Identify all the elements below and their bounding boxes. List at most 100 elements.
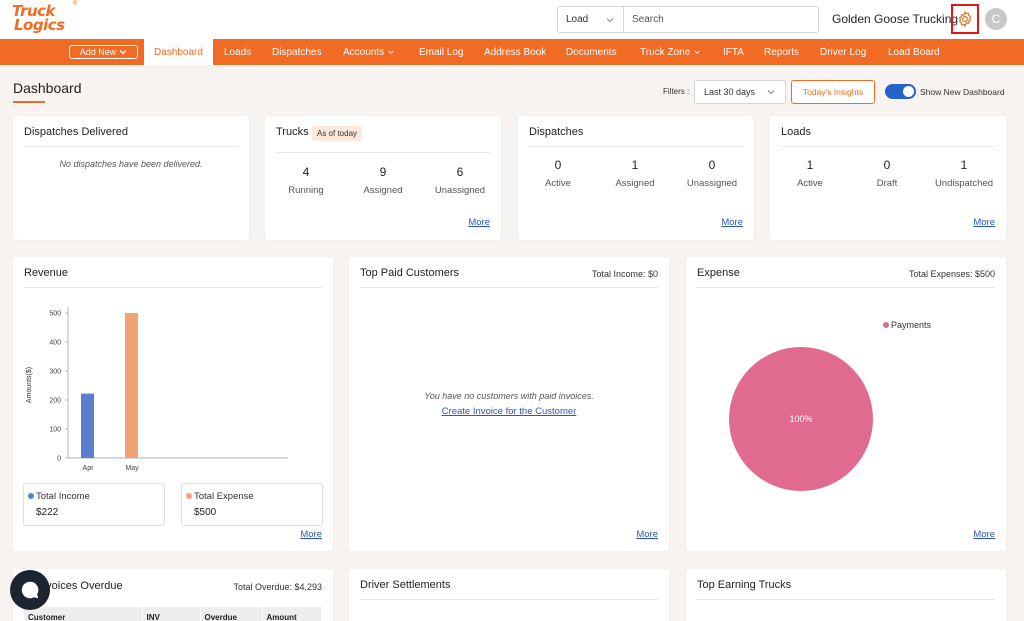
- divider: [360, 599, 658, 600]
- legend-label: Total Expense: [194, 491, 254, 502]
- total-expense-legend: Total Expense $500: [181, 483, 323, 526]
- divider: [24, 287, 322, 288]
- nav-loads[interactable]: Loads: [224, 46, 252, 58]
- top-paid-customers-card: Top Paid Customers Total Income: $0 You …: [349, 257, 669, 551]
- divider: [360, 287, 658, 288]
- stat-active[interactable]: 1 Active: [770, 158, 850, 189]
- card-title: Dispatches: [529, 126, 584, 138]
- add-new-button[interactable]: Add New: [69, 45, 138, 59]
- stat-label: Assigned: [363, 185, 403, 196]
- stat-number: 0: [554, 158, 562, 172]
- nav-reports[interactable]: Reports: [764, 46, 800, 58]
- nav-documents[interactable]: Documents: [566, 46, 617, 58]
- column-header[interactable]: Overdue: [200, 607, 263, 621]
- column-header[interactable]: Amount: [262, 607, 322, 621]
- gear-icon: [959, 11, 971, 27]
- stat-number: 6: [456, 165, 464, 179]
- card-title: Revenue: [24, 267, 69, 279]
- main-nav: Add New Dashboard Loads Dispatches Accou…: [0, 39, 1024, 65]
- search-type-select[interactable]: Load: [558, 7, 624, 32]
- nav-email-log[interactable]: Email Log: [419, 46, 464, 58]
- stat-unassigned[interactable]: 0 Unassigned: [672, 158, 752, 189]
- stat-undispatched[interactable]: 1 Undispatched: [924, 158, 1004, 189]
- stat-label: Draft: [876, 178, 898, 189]
- stat-number: 1: [960, 158, 968, 172]
- create-invoice-link[interactable]: Create Invoice for the Customer: [441, 406, 577, 417]
- nav-dashboard[interactable]: Dashboard: [144, 39, 213, 65]
- stat-running[interactable]: 4 Running: [266, 165, 346, 196]
- card-title: Trucks: [276, 126, 309, 138]
- settings-button[interactable]: [951, 4, 979, 34]
- nav-address-book[interactable]: Address Book: [484, 46, 547, 58]
- chat-bubble-icon: [21, 581, 39, 599]
- legend-name-row: Total Income: [28, 491, 90, 502]
- bar-total-expense-may: [125, 313, 138, 458]
- stat-draft[interactable]: 0 Draft: [847, 158, 927, 189]
- more-link[interactable]: More: [468, 217, 490, 228]
- chevron-down-icon: [767, 90, 775, 95]
- avatar[interactable]: C: [985, 8, 1007, 30]
- stat-assigned[interactable]: 9 Assigned: [343, 165, 423, 196]
- card-title: Dispatches Delivered: [24, 126, 128, 138]
- trucks-card: Trucks As of today 4 Running 9 Assigned 6 U…: [265, 116, 501, 240]
- total-income-legend: Total Income $222: [23, 483, 165, 526]
- more-link[interactable]: More: [300, 529, 322, 540]
- column-header[interactable]: Customer: [24, 607, 143, 621]
- column-header[interactable]: INV: [142, 607, 201, 621]
- stat-active[interactable]: 0 Active: [518, 158, 598, 189]
- more-link[interactable]: More: [636, 529, 658, 540]
- stat-label: Unassigned: [686, 178, 738, 189]
- more-link[interactable]: More: [973, 529, 995, 540]
- chevron-down-icon: [119, 49, 127, 55]
- truck-logics-logo[interactable]: Truck Logics: [12, 4, 78, 34]
- empty-message: No dispatches have been delivered.: [59, 159, 203, 169]
- stat-number: 0: [708, 158, 716, 172]
- bar-total-income-apr: [81, 393, 94, 458]
- stat-unassigned[interactable]: 6 Unassigned: [420, 165, 500, 196]
- stat-label: Unassigned: [434, 185, 486, 196]
- chevron-down-icon: [606, 17, 614, 22]
- y-tick-label: 300: [49, 369, 61, 376]
- y-tick-label: 400: [49, 340, 61, 347]
- chat-widget-button[interactable]: [10, 570, 50, 610]
- divider: [24, 146, 238, 147]
- title-underline: [13, 101, 45, 103]
- company-name[interactable]: Golden Goose Trucking: [832, 12, 959, 26]
- divider: [529, 146, 743, 147]
- add-new-label: Add New: [79, 47, 117, 57]
- nav-accounts[interactable]: Accounts: [343, 39, 395, 65]
- y-axis-label: Amounts($): [26, 367, 33, 403]
- card-title: Top Paid Customers: [360, 267, 460, 279]
- date-filter-select[interactable]: Last 30 days: [694, 80, 786, 104]
- stat-number: 1: [806, 158, 814, 172]
- nav-driver-log[interactable]: Driver Log: [820, 46, 867, 58]
- stat-number: 4: [302, 165, 310, 179]
- nav-load-board[interactable]: Load Board: [888, 46, 940, 58]
- search-input[interactable]: [624, 7, 818, 32]
- revenue-card: Revenue Amounts($) 0 100 200 300 400 500 Apr May…: [13, 257, 333, 551]
- date-filter-value: Last 30 days: [704, 87, 756, 97]
- x-tick-label: Apr: [83, 465, 95, 472]
- income-dot-icon: [28, 493, 34, 499]
- top-earning-trucks-card: Top Earning Trucks: [686, 569, 1006, 621]
- nav-truck-zone[interactable]: Truck Zone: [640, 39, 701, 65]
- chevron-down-icon: [694, 50, 700, 54]
- new-dashboard-toggle[interactable]: [885, 84, 916, 99]
- todays-insights-button[interactable]: Today's Insights: [791, 80, 875, 104]
- more-link[interactable]: More: [721, 217, 743, 228]
- more-link[interactable]: More: [973, 217, 995, 228]
- divider: [697, 599, 995, 600]
- pie-slice-label: 100%: [789, 414, 812, 424]
- nav-ifta[interactable]: IFTA: [723, 46, 744, 58]
- y-tick-label: 500: [49, 311, 61, 318]
- y-tick-label: 100: [49, 427, 61, 434]
- pie-legend: Payments: [883, 320, 931, 330]
- revenue-bar-chart: Amounts($) 0 100 200 300 400 500 Apr May: [26, 307, 288, 472]
- stat-assigned[interactable]: 1 Assigned: [595, 158, 675, 189]
- stat-label: Active: [797, 178, 823, 189]
- divider: [697, 287, 995, 288]
- legend-label: Payments: [891, 320, 932, 330]
- chevron-down-icon: [388, 50, 394, 54]
- nav-dispatches[interactable]: Dispatches: [272, 46, 322, 58]
- empty-message: You have no customers with paid invoices…: [424, 391, 594, 401]
